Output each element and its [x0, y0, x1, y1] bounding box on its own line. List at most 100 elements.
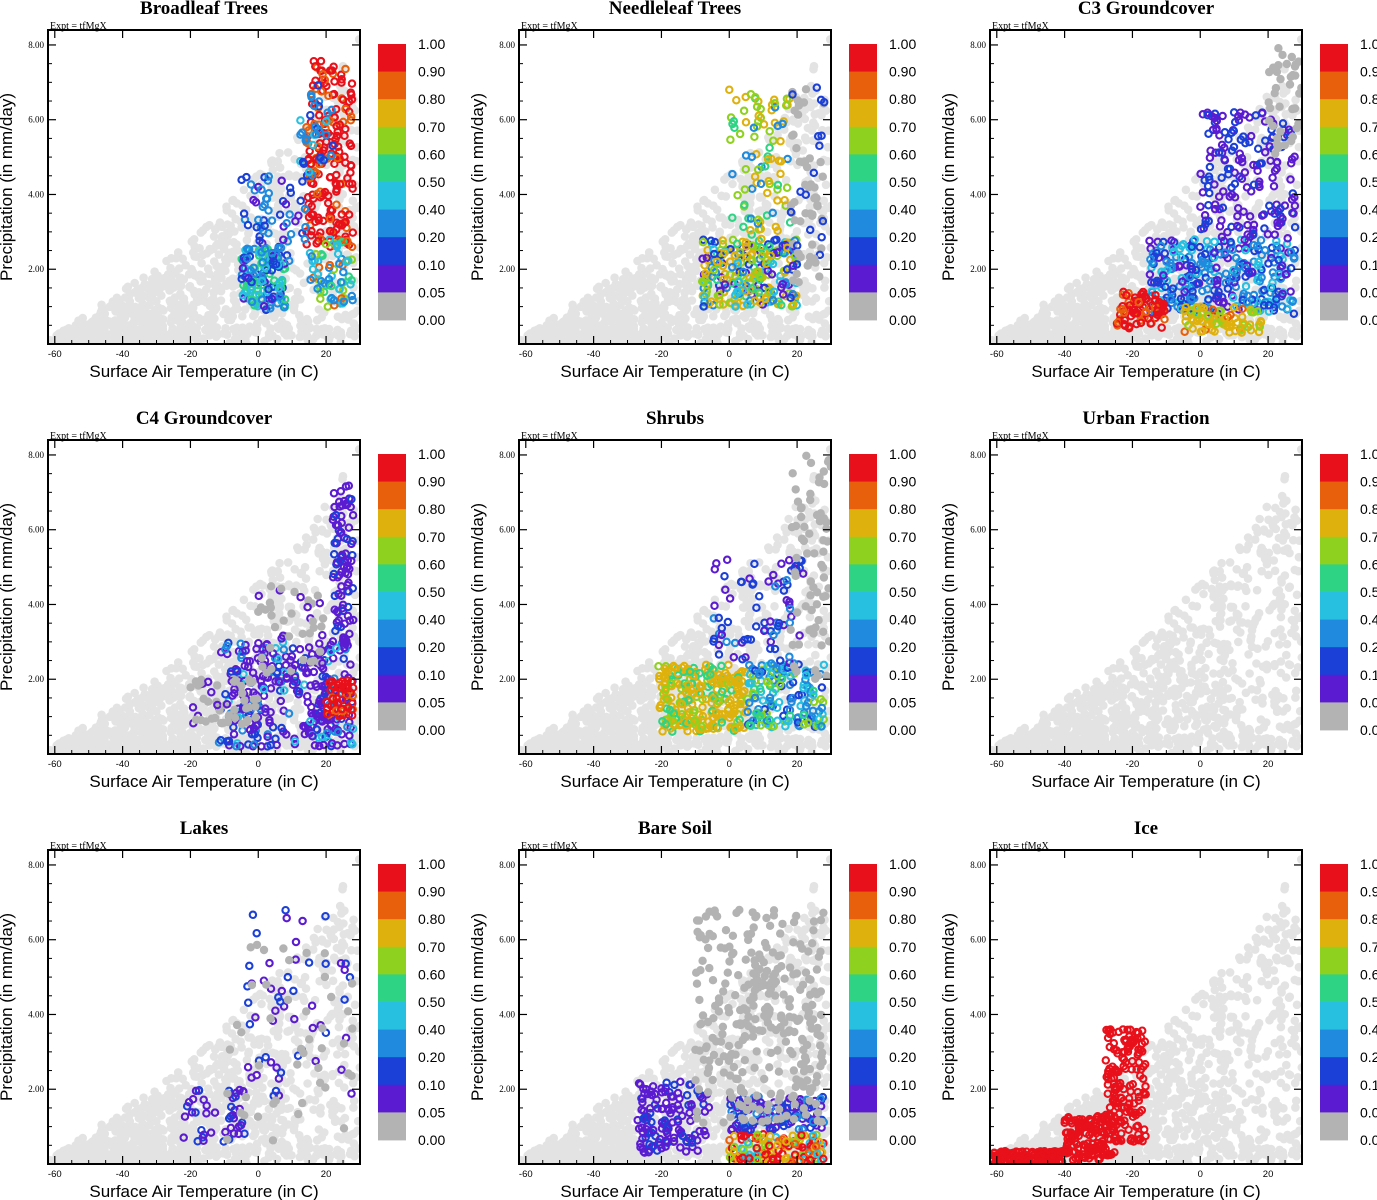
- data-point: [747, 152, 757, 162]
- data-point: [766, 251, 775, 260]
- data-point: [328, 90, 338, 100]
- background-point: [618, 313, 627, 323]
- data-point: [1203, 181, 1213, 191]
- background-point: [205, 269, 214, 279]
- background-point: [642, 279, 652, 288]
- data-point: [275, 291, 284, 301]
- colorbar-label: 0.50: [418, 174, 445, 190]
- data-point: [1286, 159, 1296, 168]
- data-point: [1286, 287, 1295, 296]
- background-point: [1225, 207, 1234, 216]
- data-point: [339, 297, 349, 306]
- background-point: [802, 329, 812, 339]
- background-point: [168, 324, 177, 333]
- data-point: [1145, 236, 1154, 246]
- background-point: [1121, 275, 1131, 284]
- data-point: [1241, 245, 1250, 255]
- colorbar-label: 0.05: [418, 284, 445, 300]
- background-point: [519, 339, 526, 344]
- data-point: [1223, 227, 1232, 237]
- background-point: [1110, 339, 1119, 344]
- data-point: [296, 116, 305, 125]
- point-cluster: [296, 81, 337, 180]
- data-point: [1238, 295, 1247, 305]
- colorbar-label: 0.40: [418, 202, 445, 218]
- data-point: [1141, 294, 1151, 303]
- background-point: [803, 281, 812, 291]
- background-point: [1059, 316, 1069, 326]
- data-point: [1196, 224, 1206, 234]
- background-point: [115, 296, 124, 305]
- data-point: [308, 264, 318, 274]
- background-point: [728, 179, 737, 189]
- data-point: [343, 236, 352, 246]
- data-point: [314, 97, 324, 106]
- colorbar-swatch: [849, 182, 877, 210]
- data-point: [285, 210, 294, 219]
- data-point: [1278, 214, 1287, 224]
- data-point: [1204, 295, 1213, 304]
- background-point: [612, 330, 621, 339]
- data-point: [279, 303, 289, 312]
- data-point: [718, 236, 727, 245]
- background-point: [251, 172, 261, 181]
- data-point: [769, 287, 779, 296]
- colorbar-label: 0.00: [889, 312, 916, 328]
- background-point: [1051, 334, 1060, 344]
- background-point: [149, 286, 158, 296]
- data-point: [324, 91, 333, 101]
- background-point: [598, 333, 608, 343]
- data-point: [1228, 245, 1237, 255]
- background-point: [588, 339, 597, 344]
- background-point: [77, 324, 86, 334]
- background-point: [687, 296, 697, 305]
- data-point: [309, 101, 319, 111]
- data-point: [1231, 253, 1241, 263]
- background-point: [1214, 334, 1224, 344]
- data-point: [1237, 174, 1247, 184]
- data-point: [258, 258, 268, 267]
- data-point: [1272, 241, 1281, 251]
- data-point: [752, 267, 761, 277]
- colorbar-label: 0.60: [418, 146, 445, 162]
- colorbar-swatch: [849, 209, 877, 238]
- data-point: [1234, 244, 1244, 253]
- data-point: [1277, 302, 1287, 311]
- data-point: [1272, 294, 1281, 304]
- data-point: [1249, 225, 1258, 235]
- background-point: [823, 156, 831, 166]
- data-point: [805, 154, 814, 163]
- background-point: [71, 330, 81, 339]
- data-point: [733, 190, 742, 200]
- background-point: [562, 313, 572, 323]
- background-point: [703, 199, 713, 208]
- background-point: [1066, 292, 1076, 301]
- background-point: [1113, 279, 1123, 288]
- background-point: [232, 334, 241, 344]
- background-point: [609, 305, 619, 315]
- background-point: [117, 339, 126, 344]
- data-point: [298, 177, 307, 186]
- data-point: [1180, 287, 1189, 296]
- data-point: [700, 261, 709, 270]
- background-point: [117, 316, 127, 326]
- data-point: [728, 169, 737, 179]
- background-point: [609, 283, 618, 292]
- data-point: [702, 253, 712, 263]
- background-point: [285, 283, 295, 293]
- data-point: [1257, 211, 1267, 220]
- colorbar-swatch: [378, 264, 406, 293]
- data-point: [322, 130, 331, 140]
- background-point: [1057, 307, 1067, 317]
- data-point: [307, 226, 316, 236]
- background-point: [229, 296, 239, 305]
- background-point: [174, 328, 184, 337]
- background-point: [626, 319, 636, 329]
- data-point: [267, 266, 277, 275]
- data-point: [1277, 261, 1287, 271]
- background-point: [230, 227, 239, 236]
- background-point: [205, 246, 215, 255]
- background-point: [241, 205, 251, 214]
- data-point: [1265, 201, 1274, 211]
- data-point: [306, 275, 315, 285]
